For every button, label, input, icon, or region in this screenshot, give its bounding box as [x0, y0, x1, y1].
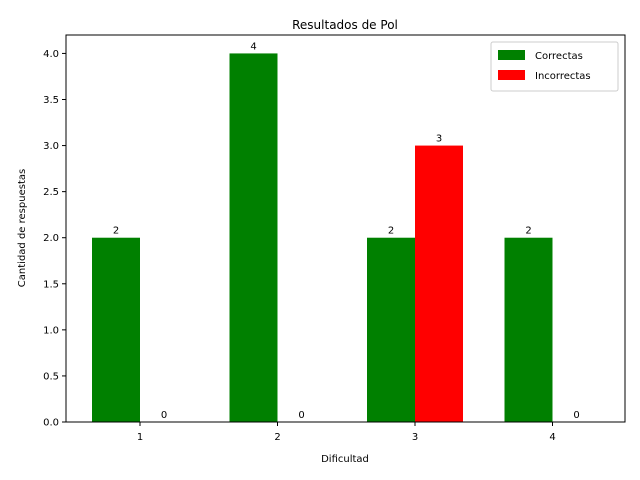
legend-label-correctas: Correctas [535, 51, 583, 62]
x-axis-label: Dificultad [321, 454, 369, 465]
bar-correctas-1 [92, 237, 140, 422]
chart-title: Resultados de Pol [292, 18, 398, 32]
data-label-incorrectas-3: 3 [436, 134, 442, 145]
legend: Correctas Incorrectas [490, 41, 619, 92]
data-label-correctas-1: 2 [113, 226, 119, 237]
x-axis: 1 2 3 4 [137, 422, 556, 443]
x-tick-label-2: 2 [274, 432, 280, 443]
legend-swatch-correctas [498, 50, 525, 60]
y-tick-label-3.0: 3.0 [43, 141, 59, 152]
bar-correctas-2 [229, 53, 278, 423]
y-axis: 0.0 0.5 1.0 1.5 2.0 2.5 3.0 3.5 4.0 [43, 49, 66, 429]
y-tick-label-3.5: 3.5 [43, 95, 59, 106]
y-tick-label-2.0: 2.0 [43, 233, 59, 244]
legend-label-incorrectas: Incorrectas [535, 71, 591, 82]
y-axis-label: Cantidad de respuestas [17, 169, 28, 287]
y-tick-label-4.0: 4.0 [43, 49, 59, 60]
bar-correctas-3 [367, 237, 415, 422]
bar-incorrectas-3 [415, 145, 463, 423]
y-tick-label-0.5: 0.5 [43, 371, 59, 382]
y-tick-label-2.5: 2.5 [43, 187, 59, 198]
data-label-correctas-3: 2 [388, 226, 394, 237]
legend-box [490, 41, 619, 92]
bar-correctas-4 [504, 237, 553, 422]
data-label-incorrectas-2: 0 [298, 410, 304, 421]
bars-layer [92, 53, 553, 423]
data-label-incorrectas-1: 0 [161, 410, 167, 421]
data-labels-layer: 2 0 4 0 2 3 2 0 [113, 41, 580, 421]
y-tick-label-0.0: 0.0 [43, 418, 59, 429]
legend-swatch-incorrectas [498, 70, 525, 80]
x-tick-label-4: 4 [549, 432, 555, 443]
data-label-correctas-2: 4 [250, 41, 256, 52]
data-label-incorrectas-4: 0 [573, 410, 579, 421]
data-label-correctas-4: 2 [525, 226, 531, 237]
plot-frame [65, 34, 626, 423]
x-tick-label-3: 3 [412, 432, 418, 443]
x-tick-label-1: 1 [137, 432, 143, 443]
y-tick-label-1.5: 1.5 [43, 279, 59, 290]
y-tick-label-1.0: 1.0 [43, 325, 59, 336]
